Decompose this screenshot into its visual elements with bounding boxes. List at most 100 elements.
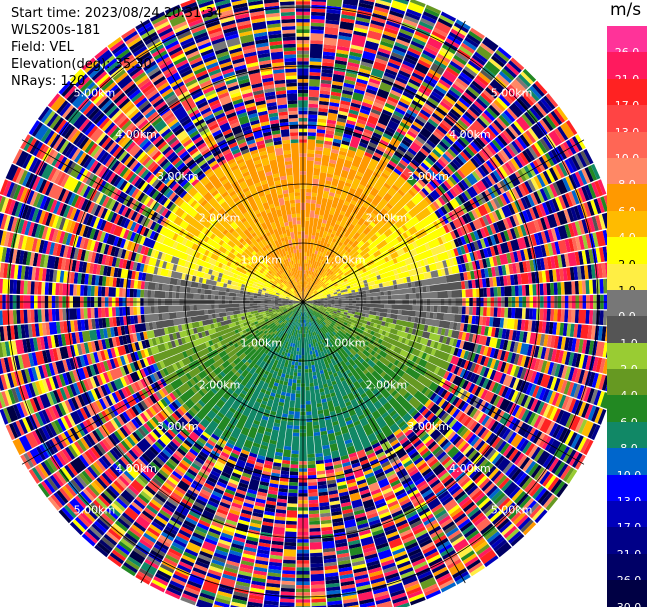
range-ring-label: 4.00km	[449, 128, 491, 141]
colorbar-unit: m/s	[610, 0, 642, 20]
azimuth-spoke	[302, 301, 466, 584]
colorbar-segment: -2.0	[607, 342, 647, 376]
radar-ray	[94, 302, 303, 558]
instrument-text: WLS200s-181	[11, 23, 101, 38]
radar-ray	[0, 302, 303, 425]
range-ring-label: 1.00km	[241, 337, 283, 350]
azimuth-spokes	[0, 0, 628, 607]
radar-ray	[303, 277, 625, 302]
radar-ray	[303, 260, 625, 302]
radar-ray	[180, 0, 303, 302]
radar-ray	[5, 163, 303, 302]
radar-ray	[303, 0, 426, 302]
azimuth-spoke	[302, 20, 466, 303]
radar-ray	[12, 148, 303, 302]
radar-ray	[303, 302, 359, 607]
radar-ray	[303, 0, 343, 302]
radar-ray	[303, 11, 457, 302]
radar-ray	[231, 0, 303, 302]
radar-ray	[303, 302, 559, 511]
azimuth-spoke	[302, 301, 585, 465]
radar-ray	[28, 302, 303, 484]
radar-ray	[303, 302, 569, 498]
radar-ray	[28, 120, 303, 302]
radar-ray	[121, 27, 303, 302]
colorbar-segment: -6.0	[607, 395, 647, 429]
radar-ray	[303, 302, 612, 409]
field-text: Field: VEL	[11, 40, 74, 55]
radar-ray	[303, 302, 426, 606]
colorbar: 26.021.017.013.010.08.06.04.02.01.00.0-1…	[607, 26, 647, 614]
azimuth-spoke	[140, 20, 304, 303]
radar-ray	[81, 57, 303, 302]
range-ring-label: 5.00km	[491, 86, 533, 99]
range-ring-label: 2.00km	[366, 378, 408, 391]
azimuth-spoke	[140, 301, 304, 584]
radar-ray	[303, 302, 393, 607]
radar-ray	[303, 302, 601, 441]
range-ring-label: 1.00km	[324, 253, 366, 266]
radar-ray	[303, 302, 525, 547]
range-ring-label: 2.00km	[199, 212, 241, 225]
radar-ray	[0, 262, 303, 302]
colorbar-segment: -8.0	[607, 421, 647, 455]
colorbar-segment: -26.0	[607, 553, 647, 587]
radar-ray	[12, 302, 303, 456]
range-ring-label: 1.00km	[241, 253, 283, 266]
range-ring-label: 2.00km	[366, 212, 408, 225]
radar-ray	[303, 57, 525, 302]
radar-ray	[69, 302, 303, 536]
radar-ray	[0, 179, 303, 302]
radar-ray	[303, 179, 607, 302]
radar-ray	[0, 278, 303, 302]
radar-ray	[263, 0, 303, 302]
radar-ray	[230, 302, 303, 607]
radar-ray	[303, 163, 601, 302]
range-ring-label: 4.00km	[115, 462, 157, 475]
radar-ray	[303, 80, 548, 302]
radar-ray	[180, 302, 303, 606]
nrays-text: NRays: 120	[11, 74, 86, 89]
radar-ray	[303, 302, 485, 577]
colorbar-segment: -4.0	[607, 369, 647, 402]
colorbar-segment: 21.0	[607, 52, 647, 86]
colorbar-segment: 13.0	[607, 105, 647, 139]
radar-ray	[303, 0, 327, 302]
colorbar-segment: 26.0	[607, 26, 647, 59]
range-ring-label: 3.00km	[407, 420, 449, 433]
radar-ray	[303, 302, 607, 425]
radar-ray	[303, 195, 612, 302]
radar-ray	[47, 93, 303, 302]
colorbar-segment: -13.0	[607, 474, 647, 508]
radar-ray	[303, 302, 623, 360]
radar-ray	[303, 302, 594, 456]
radar-ray	[303, 148, 594, 302]
radar-ray	[303, 302, 457, 593]
radar-ray	[0, 302, 303, 409]
range-ring-label: 2.00km	[199, 378, 241, 391]
radar-ray	[69, 68, 303, 302]
range-ring-label: 5.00km	[491, 504, 533, 517]
radar-ray	[303, 68, 537, 302]
colorbar-segment: -1.0	[607, 316, 647, 350]
colorbar-segment: 4.0	[607, 210, 647, 244]
colorbar-segment: 2.0	[607, 237, 647, 271]
colorbar-segment: 1.0	[607, 263, 647, 297]
plot-header: Start time: 2023/08/24 20:31:34 WLS200s-…	[11, 5, 222, 90]
radar-ray	[164, 4, 303, 302]
radar-ray	[279, 0, 303, 302]
radar-ray	[279, 302, 303, 607]
azimuth-spoke	[302, 139, 585, 303]
radar-ray	[149, 11, 303, 302]
start-time-text: Start time: 2023/08/24 20:31:34	[11, 6, 223, 21]
radar-ray	[81, 302, 303, 547]
radar-ray	[303, 0, 375, 302]
radar-ray	[0, 302, 303, 358]
radar-ray	[303, 302, 617, 393]
radar-ray	[247, 0, 303, 302]
radar-ray	[303, 211, 617, 302]
radar-ray	[0, 302, 303, 375]
radar-ray	[303, 106, 569, 302]
azimuth-spoke	[21, 139, 304, 303]
radar-ray	[303, 302, 537, 536]
